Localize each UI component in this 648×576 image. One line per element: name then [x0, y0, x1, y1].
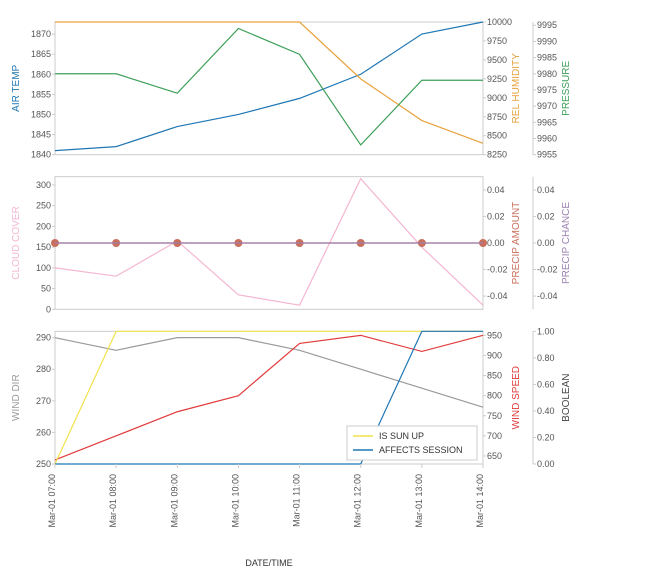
tick-label: 0.04: [537, 185, 555, 195]
tick-label: 250: [36, 201, 51, 211]
tick-label: 8250: [487, 150, 507, 160]
x-tick-label: Mar-01 13:00: [414, 474, 424, 528]
tick-label: 1.00: [537, 326, 555, 336]
y-axis-title: WIND DIR: [11, 374, 22, 421]
tick-label: 9970: [537, 101, 557, 111]
tick-label: 9500: [487, 55, 507, 65]
tick-label: 150: [36, 242, 51, 252]
tick-label: 9975: [537, 85, 557, 95]
y-axis-title: BOOLEAN: [561, 373, 572, 421]
tick-label: 9985: [537, 53, 557, 63]
x-tick-label: Mar-01 11:00: [292, 474, 302, 527]
x-tick-label: Mar-01 12:00: [353, 474, 363, 528]
tick-label: 0.02: [487, 211, 505, 221]
x-tick-label: Mar-01 14:00: [475, 474, 485, 528]
tick-label: 9250: [487, 74, 507, 84]
y-axis-title: REL HUMIDITY: [511, 53, 522, 124]
tick-label: 9960: [537, 133, 557, 143]
tick-label: 100: [36, 263, 51, 273]
tick-label: 50: [41, 284, 51, 294]
y-axis-title: PRECIP CHANCE: [561, 202, 572, 284]
tick-label: 0.04: [487, 185, 505, 195]
x-tick-label: Mar-01 07:00: [47, 474, 57, 528]
tick-label: 0.00: [537, 459, 555, 469]
tick-label: 8750: [487, 112, 507, 122]
tick-label: 290: [36, 333, 51, 343]
y-axis-title: CLOUD COVER: [11, 206, 22, 279]
tick-label: 700: [487, 431, 502, 441]
tick-label: 280: [36, 364, 51, 374]
tick-label: 1865: [31, 49, 51, 59]
x-axis-title: DATE/TIME: [245, 558, 292, 568]
y-axis-title: WIND SPEED: [511, 366, 522, 429]
tick-label: 1845: [31, 130, 51, 140]
tick-label: 1840: [31, 150, 51, 160]
tick-label: 9990: [537, 36, 557, 46]
tick-label: 10000: [487, 17, 512, 27]
y-axis-title: PRECIP AMOUNT: [511, 202, 522, 285]
tick-label: -0.04: [487, 291, 508, 301]
legend-label: IS SUN UP: [379, 431, 424, 441]
tick-label: -0.02: [487, 265, 508, 275]
tick-label: 9750: [487, 36, 507, 46]
x-tick-label: Mar-01 09:00: [169, 474, 179, 528]
tick-label: -0.04: [537, 291, 558, 301]
tick-label: 0.20: [537, 432, 555, 442]
tick-label: 800: [487, 391, 502, 401]
tick-label: 0.02: [537, 211, 555, 221]
tick-label: 300: [36, 180, 51, 190]
legend-label: AFFECTS SESSION: [379, 445, 463, 455]
tick-label: 270: [36, 396, 51, 406]
multi-panel-chart: 1840 1845 1850 1855 1860 1865 1870 AIR TEMP 8250…: [0, 0, 648, 576]
x-tick-label: Mar-01 10:00: [230, 474, 240, 528]
tick-label: 9965: [537, 117, 557, 127]
tick-label: 1860: [31, 69, 51, 79]
tick-label: 0: [46, 304, 51, 314]
tick-label: 1870: [31, 29, 51, 39]
tick-label: 850: [487, 371, 502, 381]
tick-label: 260: [36, 427, 51, 437]
x-tick-label: Mar-01 08:00: [108, 474, 118, 528]
tick-label: 900: [487, 350, 502, 360]
tick-label: 9995: [537, 20, 557, 30]
tick-label: 9000: [487, 93, 507, 103]
tick-label: 0.80: [537, 353, 555, 363]
y-axis-title: AIR TEMP: [11, 64, 22, 111]
tick-label: 200: [36, 221, 51, 231]
tick-label: 9980: [537, 69, 557, 79]
tick-label: 0.00: [487, 238, 505, 248]
tick-label: 0.40: [537, 406, 555, 416]
tick-label: 1855: [31, 89, 51, 99]
tick-label: 9955: [537, 150, 557, 160]
tick-label: 750: [487, 411, 502, 421]
tick-label: 950: [487, 330, 502, 340]
tick-label: 0.00: [537, 238, 555, 248]
tick-label: 250: [36, 459, 51, 469]
y-axis-title: PRESSURE: [561, 60, 572, 115]
tick-label: -0.02: [537, 265, 558, 275]
tick-label: 1850: [31, 109, 51, 119]
tick-label: 0.60: [537, 379, 555, 389]
tick-label: 650: [487, 451, 502, 461]
tick-label: 8500: [487, 131, 507, 141]
